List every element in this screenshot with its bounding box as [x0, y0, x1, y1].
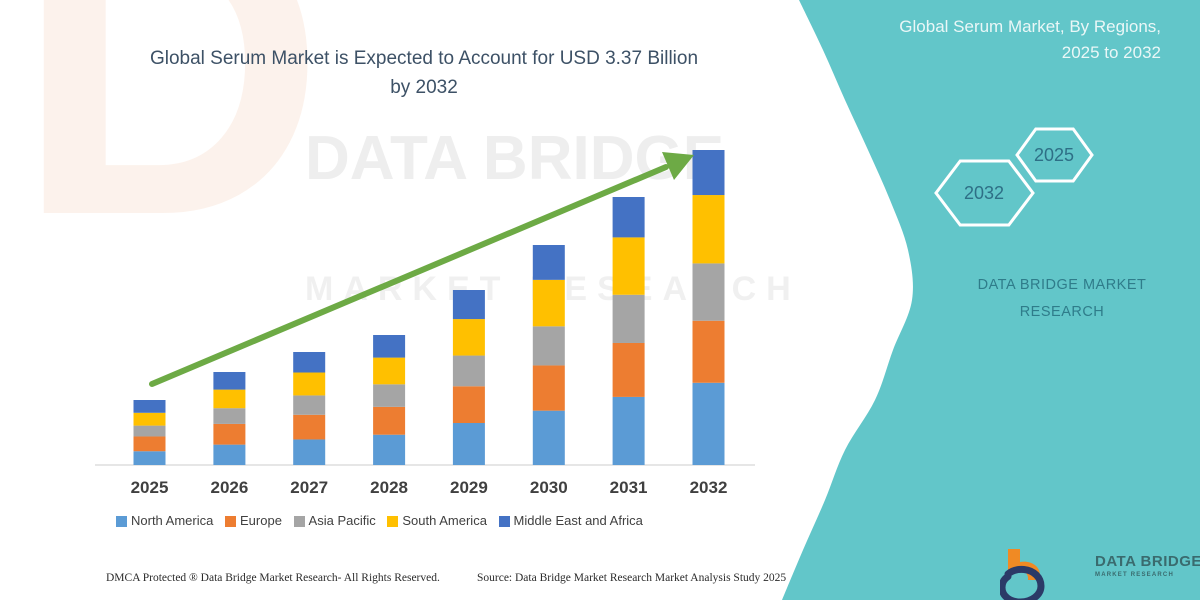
- svg-text:2031: 2031: [610, 478, 648, 497]
- svg-text:2025: 2025: [1034, 145, 1074, 165]
- svg-text:2032: 2032: [964, 183, 1004, 203]
- svg-text:2027: 2027: [290, 478, 328, 497]
- svg-text:2026: 2026: [210, 478, 248, 497]
- svg-text:2028: 2028: [370, 478, 408, 497]
- svg-text:2030: 2030: [530, 478, 568, 497]
- svg-text:2032: 2032: [690, 478, 728, 497]
- svg-text:2025: 2025: [131, 478, 169, 497]
- svg-text:2029: 2029: [450, 478, 488, 497]
